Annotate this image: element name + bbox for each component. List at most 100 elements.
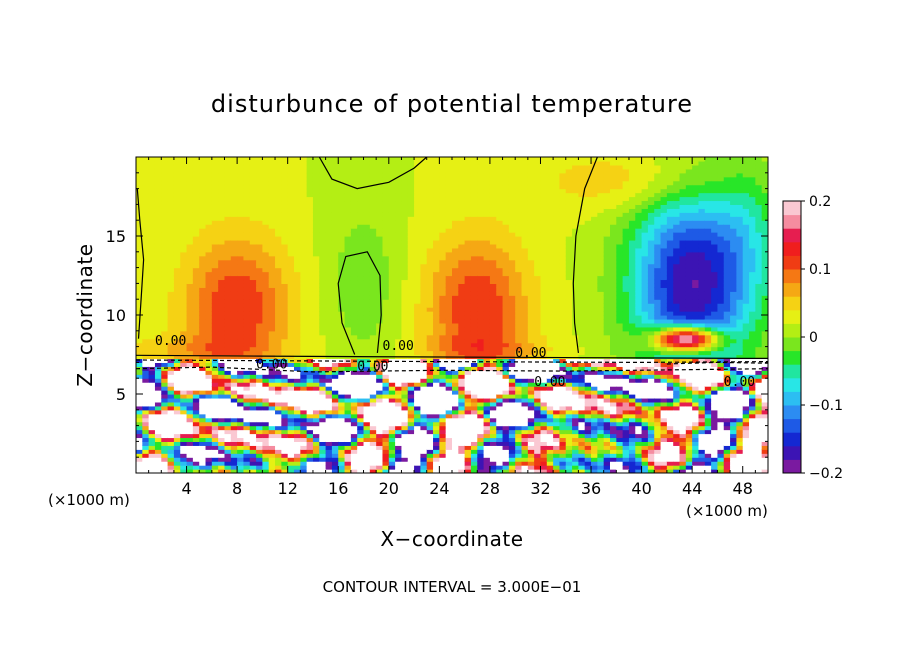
heatmap-cell <box>243 322 251 328</box>
heatmap-cell <box>148 184 156 190</box>
heatmap-cell <box>136 243 143 249</box>
heatmap-cell <box>407 429 415 435</box>
heatmap-cell <box>262 366 270 371</box>
heatmap-cell <box>148 342 156 348</box>
heatmap-cell <box>268 417 276 423</box>
heatmap-cell <box>515 338 523 344</box>
heatmap-cell <box>338 176 346 182</box>
heatmap-cell <box>331 449 339 454</box>
heatmap-cell <box>300 224 308 229</box>
heatmap-cell <box>445 200 453 205</box>
heatmap-cell <box>281 318 289 324</box>
heatmap-cell <box>527 401 535 407</box>
heatmap-cell <box>237 322 245 328</box>
heatmap-cell <box>256 465 263 470</box>
heatmap-cell <box>458 239 466 245</box>
heatmap-cell <box>173 322 181 328</box>
heatmap-cell <box>331 370 339 375</box>
heatmap-cell <box>211 172 219 178</box>
heatmap-cell <box>205 386 213 391</box>
heatmap-cell <box>281 157 289 162</box>
heatmap-cell <box>167 180 175 186</box>
heatmap-cell <box>350 311 358 316</box>
heatmap-cell <box>420 188 428 194</box>
heatmap-cell <box>199 180 207 186</box>
heatmap-cell <box>218 453 226 458</box>
heatmap-cell <box>414 441 421 446</box>
heatmap-cell <box>496 188 504 194</box>
heatmap-cell <box>445 168 453 174</box>
heatmap-cell <box>458 311 466 316</box>
heatmap-cell <box>275 164 282 170</box>
heatmap-cell <box>199 224 207 229</box>
heatmap-cell <box>136 255 143 261</box>
heatmap-cell <box>388 318 396 324</box>
heatmap-cell <box>521 259 529 265</box>
heatmap-cell <box>205 354 213 360</box>
heatmap-cell <box>154 164 162 170</box>
heatmap-cell <box>205 397 213 403</box>
heatmap-cell <box>382 228 390 233</box>
heatmap-cell <box>331 247 339 253</box>
heatmap-cell <box>401 429 409 435</box>
heatmap-cell <box>452 441 459 446</box>
heatmap-cell <box>199 267 207 273</box>
heatmap-cell <box>515 160 523 166</box>
heatmap-cell <box>464 180 472 186</box>
heatmap-cell <box>452 350 459 356</box>
heatmap-cell <box>350 157 358 162</box>
heatmap-cell <box>173 394 181 399</box>
heatmap-cell <box>515 322 523 328</box>
heatmap-cell <box>300 433 308 439</box>
heatmap-cell <box>508 267 516 273</box>
heatmap-cell <box>325 346 333 352</box>
heatmap-cell <box>489 390 497 395</box>
heatmap-cell <box>306 164 314 170</box>
heatmap-cell <box>483 239 491 245</box>
heatmap-cell <box>407 287 415 292</box>
heatmap-cell <box>344 397 352 403</box>
heatmap-cell <box>268 441 276 446</box>
heatmap-cell <box>369 429 377 435</box>
heatmap-cell <box>496 283 504 288</box>
heatmap-cell <box>331 243 339 249</box>
heatmap-cell <box>433 267 440 273</box>
heatmap-cell <box>136 382 143 387</box>
heatmap-cell <box>331 291 339 296</box>
heatmap-cell <box>470 445 478 450</box>
heatmap-cell <box>350 342 358 348</box>
heatmap-cell <box>496 413 504 419</box>
heatmap-cell <box>180 236 188 241</box>
heatmap-cell <box>420 370 428 375</box>
heatmap-cell <box>167 196 175 202</box>
heatmap-cell <box>331 263 339 269</box>
heatmap-cell <box>148 267 156 273</box>
heatmap-cell <box>312 429 320 435</box>
heatmap-cell <box>376 311 384 316</box>
heatmap-cell <box>527 334 535 340</box>
heatmap-cell <box>300 172 308 178</box>
heatmap-cell <box>173 212 181 217</box>
heatmap-cell <box>256 445 263 450</box>
heatmap-cell <box>154 228 162 233</box>
heatmap-cell <box>445 204 453 209</box>
heatmap-cell <box>433 243 440 249</box>
heatmap-cell <box>395 212 403 217</box>
heatmap-cell <box>300 350 308 356</box>
heatmap-cell <box>508 208 516 213</box>
heatmap-cell <box>363 180 371 186</box>
heatmap-cell <box>173 228 181 233</box>
heatmap-cell <box>256 437 263 442</box>
heatmap-cell <box>439 204 447 209</box>
heatmap-cell <box>521 283 529 288</box>
chart-title: disturbunce of potential temperature <box>211 90 693 118</box>
heatmap-cell <box>199 208 207 213</box>
heatmap-cell <box>154 441 162 446</box>
heatmap-cell <box>192 382 200 387</box>
heatmap-cell <box>306 449 314 454</box>
heatmap-cell <box>319 453 327 458</box>
heatmap-cell <box>268 350 276 356</box>
heatmap-cell <box>237 457 245 462</box>
heatmap-cell <box>401 342 409 348</box>
heatmap-cell <box>527 342 535 348</box>
